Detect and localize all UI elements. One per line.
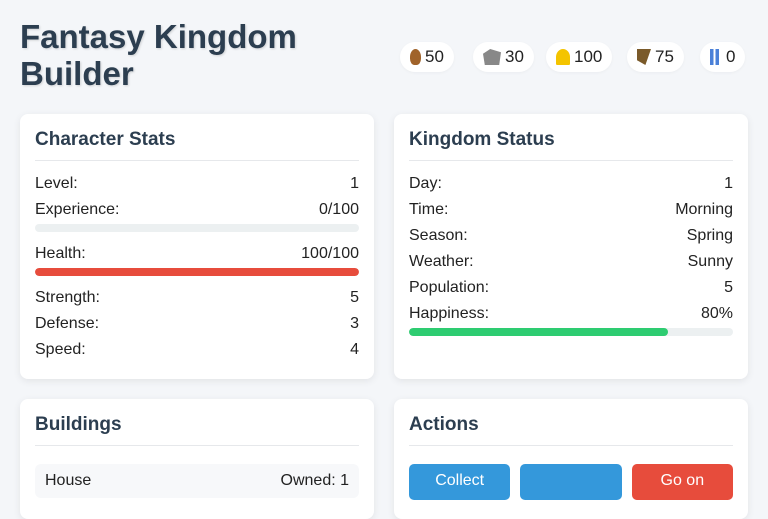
value: 1 [724, 175, 733, 192]
label: Experience: [35, 201, 120, 218]
label: Season: [409, 227, 468, 244]
value: Morning [675, 201, 733, 218]
actions-card: Actions Collect Go on [394, 399, 748, 519]
resource-value: 30 [505, 47, 524, 66]
card-title: Character Stats [35, 129, 359, 161]
label: Day: [409, 175, 442, 192]
value: 5 [350, 289, 359, 306]
resource-value: 100 [574, 47, 603, 66]
health-bar [35, 268, 359, 276]
card-title: Kingdom Status [409, 129, 733, 161]
resource-value: 50 [425, 47, 444, 66]
building-owned: Owned: 1 [280, 472, 349, 489]
gold-icon [556, 49, 570, 65]
resource-value: 75 [655, 47, 674, 66]
label: Health: [35, 245, 86, 262]
label: Population: [409, 279, 490, 296]
value: 100/100 [301, 245, 359, 262]
wood-icon [410, 49, 421, 65]
value: Spring [686, 227, 733, 244]
stat-defense: Defense: 3 [35, 311, 359, 337]
resource-value: 0 [726, 47, 736, 66]
status-weather: Weather: Sunny [409, 249, 733, 275]
status-time: Time: Morning [409, 197, 733, 223]
buildings-card: Buildings House Owned: 1 [20, 399, 374, 519]
building-item[interactable]: House Owned: 1 [35, 464, 359, 498]
card-title: Actions [409, 414, 733, 446]
experience-bar [35, 224, 359, 232]
stat-experience: Experience: 0/100 [35, 197, 359, 223]
stat-health: Health: 100/100 [35, 241, 359, 267]
character-stats-card: Character Stats Level: 1 Experience: 0/100… [20, 114, 374, 379]
label: Time: [409, 201, 449, 218]
resource-food: 75 [627, 42, 684, 72]
stat-strength: Strength: 5 [35, 285, 359, 311]
value: 1 [350, 175, 359, 192]
status-happiness: Happiness: 80% [409, 301, 733, 327]
action-button[interactable] [520, 464, 622, 500]
go-on-button[interactable]: Go on [631, 464, 733, 500]
value: 4 [350, 341, 359, 358]
food-icon [637, 49, 651, 65]
card-title: Buildings [35, 414, 359, 446]
resource-stone: 30 [473, 42, 534, 72]
value: 80% [700, 305, 733, 322]
page-title: Fantasy Kingdom Builder [20, 18, 297, 92]
kingdom-status-card: Kingdom Status Day: 1 Time: Morning Season… [394, 114, 748, 379]
value: 3 [350, 315, 359, 332]
stat-level: Level: 1 [35, 171, 359, 197]
population-icon [710, 49, 722, 65]
stone-icon [483, 49, 501, 65]
stat-speed: Speed: 4 [35, 337, 359, 363]
label: Defense: [35, 315, 100, 332]
value: 0/100 [318, 201, 359, 218]
happiness-bar [409, 328, 733, 336]
status-day: Day: 1 [409, 171, 733, 197]
resource-wood: 50 [400, 42, 454, 72]
label: Weather: [409, 253, 474, 270]
label: Happiness: [409, 305, 490, 322]
label: Speed: [35, 341, 86, 358]
resource-gold: 100 [546, 42, 613, 72]
collect-button[interactable]: Collect [409, 464, 511, 500]
resource-population: 0 [700, 42, 746, 72]
value: Sunny [687, 253, 733, 270]
building-name: House [45, 472, 92, 489]
status-population: Population: 5 [409, 275, 733, 301]
label: Strength: [35, 289, 100, 306]
status-season: Season: Spring [409, 223, 733, 249]
label: Level: [35, 175, 78, 192]
value: 5 [724, 279, 733, 296]
